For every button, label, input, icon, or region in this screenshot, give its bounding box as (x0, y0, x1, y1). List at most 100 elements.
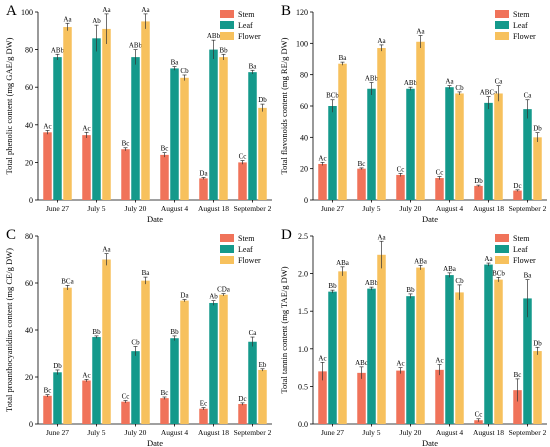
x-axis-label: Date (147, 214, 163, 224)
significance-label: Bb (170, 328, 179, 336)
bar-leaf (484, 264, 493, 424)
significance-label: ABb (51, 46, 65, 54)
significance-label: Db (474, 177, 483, 185)
legend-swatch-stem (220, 10, 234, 18)
significance-label: Cc (239, 153, 247, 161)
significance-label: ABb (129, 42, 143, 50)
significance-label: Db (53, 362, 62, 370)
x-axis-label: Date (422, 214, 438, 224)
bar-stem (238, 162, 247, 200)
bar-stem (43, 132, 52, 200)
bar-flower (258, 369, 267, 424)
significance-label: Ab (92, 17, 101, 25)
bar-leaf (92, 337, 101, 424)
legend-label-flower: Flower (238, 256, 261, 265)
y-tick-label: 0 (29, 196, 33, 205)
bar-flower (180, 300, 189, 424)
bar-leaf (248, 72, 257, 200)
x-tick-label: August 18 (473, 428, 504, 437)
y-tick-label: 1.5 (298, 307, 308, 316)
y-tick-label: 20 (25, 158, 33, 167)
significance-label: Ba (249, 62, 258, 70)
bar-leaf (170, 68, 179, 201)
significance-label: Bb (328, 282, 337, 290)
x-tick-label: August 4 (161, 204, 189, 213)
bar-stem (318, 163, 327, 200)
significance-label: Cb (455, 277, 464, 285)
legend-label-flower: Flower (513, 32, 536, 41)
y-tick-label: 100 (21, 8, 33, 17)
bar-leaf (53, 57, 62, 201)
significance-label: Ac (82, 124, 90, 132)
bar-stem (82, 380, 91, 424)
y-tick-label: 60 (25, 279, 33, 288)
panel-letter: A (6, 3, 17, 19)
significance-label: ABa (443, 265, 457, 273)
x-tick-label: June 27 (46, 428, 69, 437)
significance-label: Aa (484, 255, 493, 263)
significance-label: Db (258, 96, 267, 104)
significance-label: Aa (63, 15, 72, 23)
bar-flower (102, 259, 111, 424)
x-tick-label: June 27 (46, 204, 69, 213)
significance-label: Aa (141, 6, 150, 14)
bar-leaf (170, 338, 179, 424)
y-tick-label: 80 (25, 46, 33, 55)
significance-label: Aa (445, 78, 454, 86)
significance-label: ABa (336, 259, 350, 267)
bar-stem (121, 149, 130, 200)
bar-leaf (328, 106, 337, 200)
bar-leaf (367, 288, 376, 424)
x-tick-label: July 5 (362, 204, 380, 213)
bar-flower (377, 254, 386, 424)
bar-flower (338, 271, 347, 424)
y-tick-label: 1.0 (298, 345, 308, 354)
y-tick-label: 60 (300, 102, 308, 111)
significance-label: Cc (397, 165, 405, 173)
legend-swatch-leaf (220, 245, 234, 253)
significance-label: CDa (217, 286, 231, 294)
bar-stem (160, 154, 169, 200)
bar-leaf (367, 88, 376, 200)
x-tick-label: September 2 (509, 428, 547, 437)
x-axis-label: Date (147, 438, 163, 447)
x-tick-label: July 5 (87, 204, 105, 213)
significance-label: Bc (514, 371, 522, 379)
x-tick-label: August 18 (473, 204, 504, 213)
x-tick-label: June 27 (321, 204, 344, 213)
bar-stem (357, 168, 366, 200)
bar-flower (338, 63, 347, 201)
significance-label: ABb (404, 79, 418, 87)
bar-flower (141, 21, 150, 201)
bar-stem (238, 404, 247, 424)
bar-flower (494, 279, 503, 424)
significance-label: Ac (82, 371, 90, 379)
significance-label: Cb (455, 84, 464, 92)
y-tick-label: 0 (304, 196, 308, 205)
significance-label: BCa (61, 277, 74, 285)
panel-D: D 0.0 0.5 1.0 1.5 2.0 2.5 Total tannin content … (279, 227, 547, 447)
bar-stem (474, 185, 483, 200)
significance-label: Dc (513, 182, 521, 190)
legend-swatch-flower (220, 256, 234, 264)
significance-label: Cc (475, 411, 483, 419)
x-tick-label: September 2 (234, 204, 272, 213)
x-tick-label: July 20 (125, 204, 147, 213)
y-axis-label: Total proanthocyanidins content (mg CE/g… (4, 248, 14, 412)
x-tick-label: August 4 (436, 204, 464, 213)
y-axis-label: Total phenolic content (mg GAE/g DW) (4, 37, 14, 174)
bar-leaf (406, 88, 415, 200)
x-tick-label: September 2 (234, 428, 272, 437)
legend-label-stem: Stem (513, 234, 530, 243)
bar-leaf (328, 291, 337, 424)
bar-leaf (131, 57, 140, 201)
panel-letter: C (6, 227, 16, 243)
bar-flower (102, 28, 111, 201)
significance-label: Ac (435, 357, 443, 365)
panel-B: B 0 20 40 60 80 100 120 Total flavonoids content… (279, 3, 547, 224)
bar-flower (416, 41, 425, 201)
x-tick-label: August 4 (161, 428, 189, 437)
significance-label: Bc (44, 387, 52, 395)
significance-label: Ac (318, 354, 326, 362)
y-tick-label: 0 (29, 420, 33, 429)
